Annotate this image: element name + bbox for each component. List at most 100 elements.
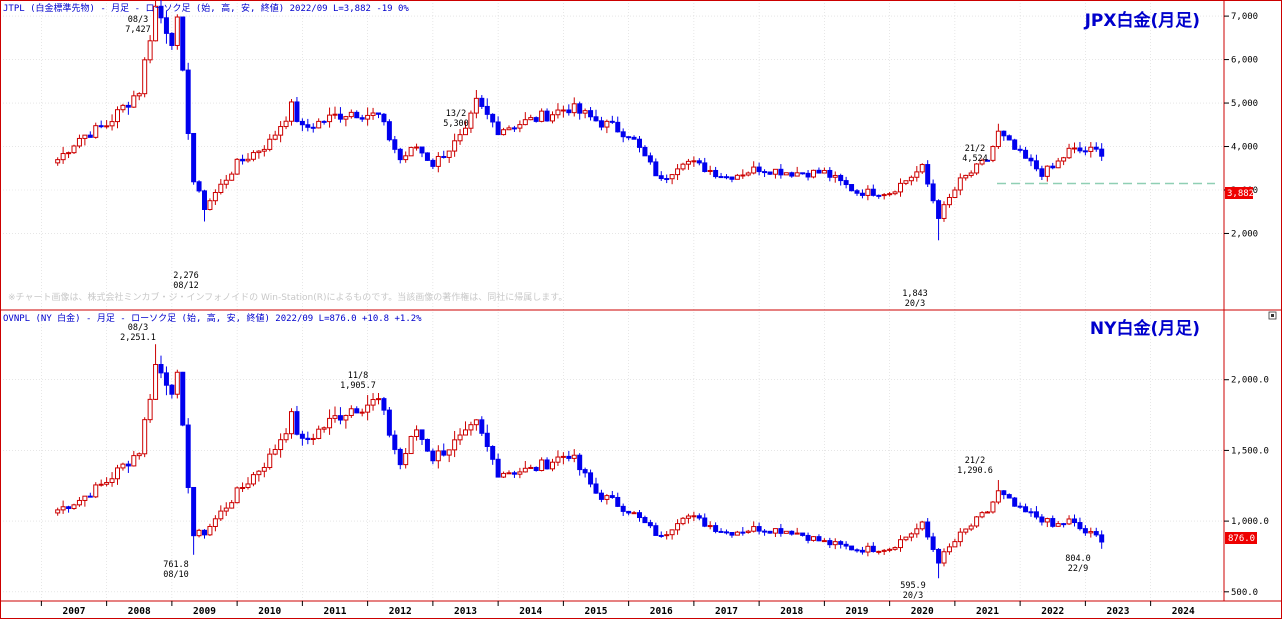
y-tick-label: 7,000 — [1231, 12, 1258, 22]
bottom-candle-body — [196, 529, 202, 537]
top-candle-body — [669, 174, 675, 180]
top-ann-date-3: 13/2 — [446, 109, 466, 119]
x-tick-label: 2016 — [650, 606, 673, 617]
bottom-candle-body — [506, 472, 512, 475]
top-candle-body — [550, 114, 555, 122]
bottom-candle-body — [332, 415, 338, 419]
top-candle-body — [490, 113, 496, 123]
bottom-candle-body — [1033, 511, 1039, 518]
bottom-candle-body — [511, 472, 517, 475]
top-candle-body — [816, 169, 822, 174]
top-candle-body — [827, 169, 833, 178]
top-candle-body — [588, 110, 594, 118]
bottom-candle-body — [898, 539, 903, 549]
bottom-candle-body — [343, 414, 349, 421]
bottom-candle-body — [457, 434, 463, 441]
top-candle-body — [1061, 157, 1067, 162]
bottom-candle-body — [756, 526, 762, 532]
bottom-last-price-label: 876.0 — [1228, 534, 1255, 544]
top-candle-body — [511, 127, 517, 130]
bottom-candle-body — [952, 541, 958, 548]
bottom-candle-body — [202, 529, 207, 536]
bottom-candle-body — [223, 507, 229, 512]
top-ann-date-2: 08/12 — [173, 281, 199, 291]
top-candle-body — [87, 134, 93, 138]
y-tick-label: 1,000.0 — [1231, 517, 1269, 527]
top-candle-body — [294, 101, 300, 122]
top-candle-body — [147, 40, 153, 61]
top-candle-body — [811, 169, 816, 178]
bottom-candle-body — [957, 531, 963, 543]
top-candle-body — [740, 174, 746, 177]
bottom-candle-body — [919, 521, 925, 530]
bottom-candle-body — [995, 490, 1001, 503]
bottom-candle-body — [539, 459, 545, 472]
bottom-candle-body — [658, 534, 664, 537]
bottom-candle-body — [865, 545, 871, 553]
top-candle-body — [936, 200, 942, 219]
top-candle-body — [71, 145, 77, 154]
top-candle-body — [963, 174, 969, 179]
bottom-candle-body — [218, 510, 224, 520]
top-candle-body — [957, 177, 963, 191]
top-candle-body — [675, 168, 681, 176]
x-tick-label: 2024 — [1172, 606, 1195, 617]
top-candle-body — [109, 121, 115, 127]
bottom-candle-body — [234, 487, 240, 504]
top-candle-body — [528, 117, 534, 121]
top-candle-body — [125, 104, 131, 108]
bottom-candle-body — [403, 453, 409, 466]
bottom-candle-body — [930, 536, 936, 550]
bot-ann-date-4: 21/2 — [965, 456, 985, 466]
bottom-candle-body — [887, 548, 893, 551]
top-candle-body — [642, 146, 648, 157]
top-candle-body — [898, 182, 903, 193]
bottom-candle-body — [647, 522, 653, 527]
bottom-candle-body — [261, 467, 267, 472]
bottom-candle-body — [191, 486, 197, 537]
top-candle-body — [441, 155, 447, 158]
top-candle-body — [1044, 165, 1050, 177]
bottom-candle-body — [66, 506, 72, 509]
top-candle-body — [327, 114, 333, 123]
top-panel-title: JPX白金(月足) — [1084, 10, 1200, 31]
bottom-candle-body — [1066, 518, 1072, 525]
bottom-candle-body — [1023, 506, 1029, 513]
top-candle-body — [859, 192, 865, 196]
top-candle-body — [517, 124, 523, 129]
top-candle-body — [1023, 149, 1029, 159]
bottom-candle-body — [577, 454, 583, 471]
top-candle-body — [370, 112, 376, 116]
top-ann-date-4: 21/2 — [965, 144, 985, 154]
top-candle-body — [560, 109, 566, 112]
top-candle-body — [876, 194, 882, 197]
top-candle-body — [414, 146, 420, 149]
bottom-candle-body — [609, 495, 615, 498]
x-tick-label: 2020 — [911, 606, 934, 617]
bottom-candles — [55, 344, 1105, 579]
top-candle-body — [908, 176, 914, 182]
bottom-candle-body — [1082, 528, 1088, 534]
top-candle-body — [299, 120, 305, 126]
y-tick-label: 5,000 — [1231, 99, 1258, 109]
top-candle-body — [544, 110, 550, 122]
bottom-candle-body — [849, 545, 855, 551]
top-candle-body — [762, 171, 768, 174]
bottom-candle-body — [642, 517, 648, 524]
top-candle-body — [598, 120, 604, 128]
bottom-panel-title: NY白金(月足) — [1090, 318, 1200, 339]
bottom-candle-body — [376, 398, 381, 401]
top-candle-body — [1066, 147, 1072, 159]
bottom-candle-body — [87, 495, 93, 498]
top-candle-body — [522, 119, 528, 126]
top-candle-body — [495, 121, 501, 136]
bottom-candle-body — [109, 478, 115, 483]
top-candle-body — [946, 197, 952, 206]
bottom-candle-body — [528, 466, 534, 469]
bot-ann-date-3: 11/8 — [348, 371, 368, 381]
top-candle-body — [718, 176, 724, 179]
top-candle-body — [348, 111, 354, 118]
bottom-candle-body — [256, 470, 262, 476]
bottom-candle-body — [490, 445, 496, 460]
top-candle-body — [381, 113, 387, 123]
